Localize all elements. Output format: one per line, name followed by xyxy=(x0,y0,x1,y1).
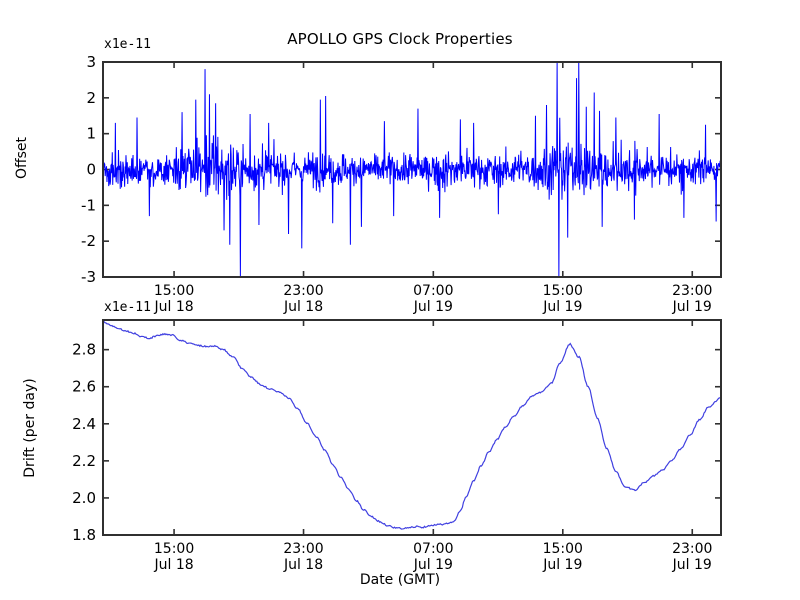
top-xtick-date: Jul 19 xyxy=(413,299,453,315)
bottom-ytick-label: 1.8 xyxy=(72,526,96,544)
top-ytick-label: 1 xyxy=(86,125,96,143)
bottom-ytick-label: 2.4 xyxy=(72,415,96,433)
bottom-xtick-time: 23:00 xyxy=(283,541,323,557)
bottom-xtick-date: Jul 19 xyxy=(542,557,582,573)
top-xtick-date: Jul 18 xyxy=(283,299,323,315)
bottom-x-axis-label: Date (GMT) xyxy=(359,572,441,588)
top-y-axis-label: Offset xyxy=(14,136,30,180)
top-xtick-time: 15:00 xyxy=(154,283,194,299)
top-ytick-label: -3 xyxy=(81,268,96,286)
bottom-xtick-date: Jul 19 xyxy=(413,557,453,573)
bottom-xtick-time: 15:00 xyxy=(154,541,194,557)
top-xtick-time: 07:00 xyxy=(413,283,453,299)
top-axis-exponent-label: x1e-11 xyxy=(104,37,151,52)
top-xtick-date: Jul 19 xyxy=(542,299,582,315)
bottom-drift-series xyxy=(104,320,720,530)
top-ytick-label: 3 xyxy=(86,53,96,71)
bottom-ytick-label: 2.8 xyxy=(72,341,96,359)
top-xtick-date: Jul 19 xyxy=(672,299,712,315)
bottom-y-axis-label: Drift (per day) xyxy=(22,378,38,478)
top-ytick-label: 0 xyxy=(86,161,96,179)
top-xtick-date: Jul 18 xyxy=(153,299,193,315)
bottom-ytick-label: 2.0 xyxy=(72,489,96,507)
top-ytick-label: -1 xyxy=(81,196,96,214)
bottom-xtick-time: 15:00 xyxy=(543,541,583,557)
top-xtick-time: 23:00 xyxy=(672,283,712,299)
bottom-xtick-time: 07:00 xyxy=(413,541,453,557)
page-title: APOLLO GPS Clock Properties xyxy=(287,30,513,48)
bottom-ytick-label: 2.2 xyxy=(72,452,96,470)
bottom-ytick-label: 2.6 xyxy=(72,378,96,396)
top-offset-series xyxy=(104,63,720,276)
bottom-axis-exponent-label: x1e-11 xyxy=(104,300,151,315)
top-xtick-time: 23:00 xyxy=(283,283,323,299)
bottom-xtick-date: Jul 19 xyxy=(672,557,712,573)
bottom-plot-frame-border xyxy=(102,319,722,536)
bottom-xtick-date: Jul 18 xyxy=(153,557,193,573)
top-ytick-label: -2 xyxy=(81,232,96,250)
bottom-plot-frame xyxy=(102,319,722,536)
top-xtick-time: 15:00 xyxy=(543,283,583,299)
bottom-xtick-time: 23:00 xyxy=(672,541,712,557)
top-ytick-label: 2 xyxy=(86,89,96,107)
bottom-xtick-date: Jul 18 xyxy=(283,557,323,573)
